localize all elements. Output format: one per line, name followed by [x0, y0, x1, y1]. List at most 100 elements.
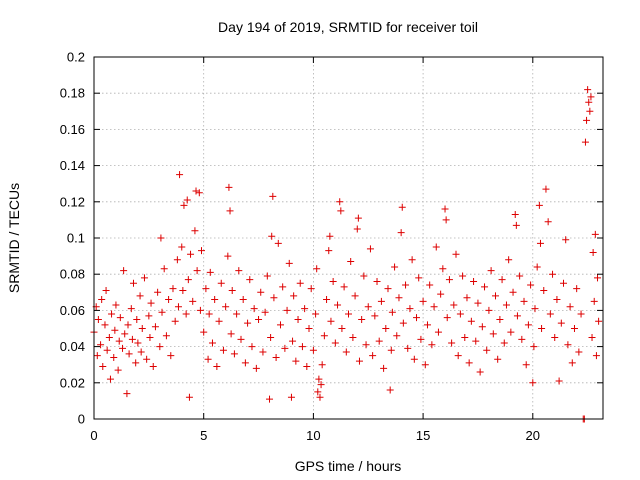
data-point	[192, 187, 200, 195]
data-point	[128, 335, 136, 343]
data-point	[340, 283, 348, 291]
data-point	[314, 388, 322, 396]
data-point	[202, 285, 210, 293]
data-point	[395, 294, 403, 302]
data-point	[160, 265, 168, 273]
data-point	[274, 239, 282, 247]
data-point	[442, 216, 450, 224]
data-point	[584, 86, 592, 94]
data-point	[112, 301, 120, 309]
data-point	[587, 93, 595, 101]
data-point	[198, 247, 206, 255]
data-point	[512, 221, 520, 229]
data-point	[102, 286, 110, 294]
data-point	[267, 334, 275, 342]
data-point	[268, 232, 276, 240]
data-point	[555, 377, 563, 385]
data-point	[156, 343, 164, 351]
data-point	[313, 265, 321, 273]
data-point	[476, 368, 484, 376]
data-point	[413, 314, 421, 322]
data-point	[542, 185, 550, 193]
data-point	[140, 274, 148, 282]
data-point	[106, 375, 114, 383]
data-point	[345, 310, 352, 318]
data-point	[375, 337, 383, 345]
data-point	[296, 279, 304, 287]
data-point	[204, 355, 212, 363]
data-point	[151, 323, 159, 331]
data-point	[388, 308, 396, 316]
data-point	[337, 207, 345, 215]
data-point	[353, 225, 361, 233]
data-points	[90, 86, 603, 423]
data-point	[441, 205, 449, 213]
data-point	[193, 267, 201, 275]
data-point	[326, 232, 334, 240]
data-point	[200, 328, 208, 336]
data-point	[362, 341, 370, 349]
data-point	[178, 243, 186, 251]
data-point	[347, 258, 355, 266]
data-point	[386, 386, 394, 394]
data-point	[380, 364, 388, 372]
y-tick-label: 0.2	[67, 50, 85, 65]
data-point	[294, 315, 302, 323]
data-point	[387, 346, 395, 354]
data-point	[248, 343, 256, 351]
data-point	[560, 279, 568, 287]
data-point	[239, 296, 247, 304]
data-point	[463, 294, 471, 302]
y-tick-label: 0	[78, 412, 85, 427]
data-point	[349, 334, 357, 342]
y-tick-labels: 0 0.02 0.04 0.06 0.08 0.1 0.12 0.14 0.16 0.18 0.2	[60, 50, 85, 427]
data-point	[564, 341, 572, 349]
x-tick-labels: 0 5 10 15 20	[90, 428, 540, 443]
data-point	[417, 335, 425, 343]
data-point	[331, 339, 339, 347]
data-point	[226, 207, 234, 215]
data-point	[301, 305, 309, 313]
data-point	[507, 328, 515, 336]
data-point	[577, 310, 585, 318]
y-tick-label: 0.08	[60, 267, 85, 282]
data-point	[208, 339, 216, 347]
x-tick-label: 15	[416, 428, 430, 443]
data-point	[323, 296, 331, 304]
x-axis-label: GPS time / hours	[295, 458, 402, 474]
data-point	[465, 359, 473, 367]
data-point	[529, 379, 537, 387]
data-point	[591, 230, 599, 238]
data-point	[489, 330, 497, 338]
data-point	[461, 334, 469, 342]
grid-lines	[94, 57, 603, 419]
y-tick-label: 0.14	[60, 158, 85, 173]
data-point	[439, 265, 447, 273]
data-point	[127, 305, 135, 313]
data-point	[566, 303, 574, 311]
data-point	[244, 319, 252, 327]
data-point	[263, 272, 271, 280]
data-point	[595, 317, 603, 325]
data-point	[125, 350, 133, 358]
data-point	[535, 201, 543, 209]
data-point	[533, 263, 541, 271]
data-point	[98, 296, 106, 304]
data-point	[250, 305, 258, 313]
y-tick-label: 0.06	[60, 303, 85, 318]
data-point	[408, 256, 416, 264]
data-point	[123, 390, 131, 398]
data-point	[472, 337, 480, 345]
data-point	[538, 325, 546, 332]
data-point	[336, 198, 344, 206]
data-point	[292, 357, 300, 365]
data-point	[312, 310, 320, 318]
data-point	[459, 272, 467, 280]
data-point	[270, 294, 278, 302]
data-point	[518, 335, 526, 343]
data-point	[158, 308, 166, 316]
data-point	[180, 201, 188, 209]
data-point	[185, 393, 193, 401]
data-point	[594, 274, 602, 282]
